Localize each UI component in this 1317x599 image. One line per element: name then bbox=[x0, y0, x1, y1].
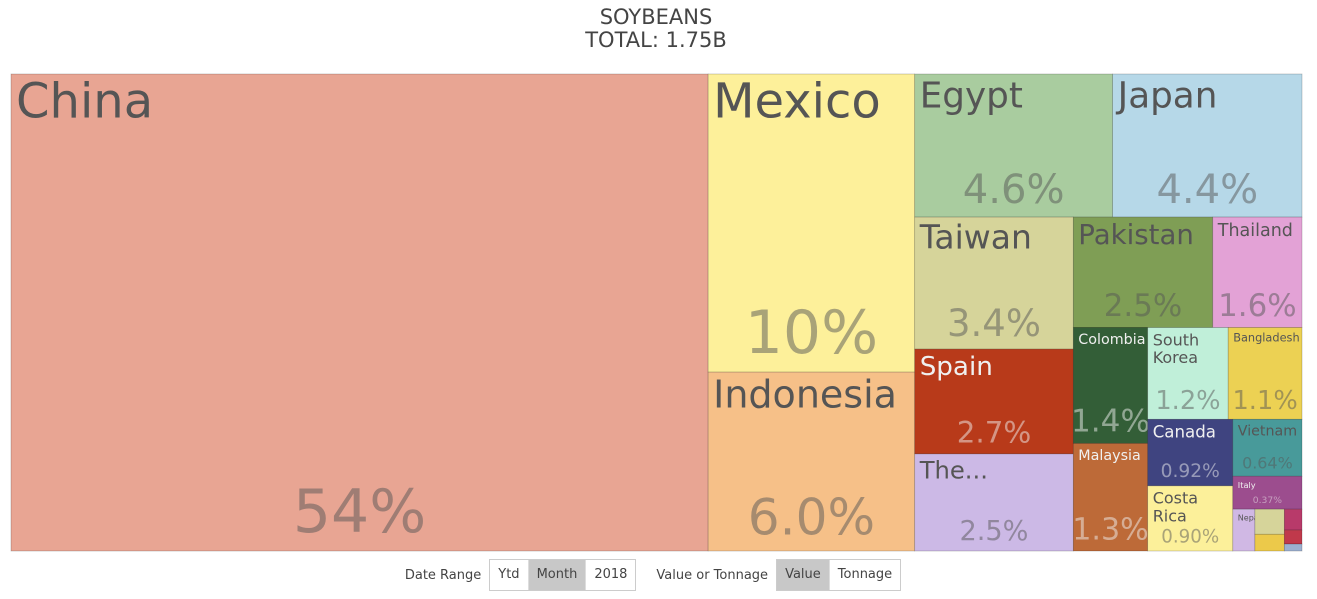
tile bbox=[1072, 443, 1149, 552]
tile-label: Malaysia bbox=[1078, 448, 1140, 464]
tile bbox=[1147, 327, 1229, 420]
tile bbox=[1283, 529, 1303, 545]
tile-label: Bangladesh bbox=[1233, 331, 1299, 345]
value-label: 1.2% bbox=[1155, 386, 1220, 416]
value-label: 3.4% bbox=[947, 302, 1041, 345]
tile bbox=[914, 348, 1074, 455]
tile bbox=[1254, 508, 1285, 535]
control-group: Date Range Ytd Month 2018 bbox=[405, 559, 637, 591]
toggle-button[interactable]: Ytd bbox=[490, 560, 529, 590]
tile bbox=[10, 73, 709, 552]
button-group: Value Tonnage bbox=[776, 559, 902, 591]
tile-label: Japan bbox=[1116, 76, 1218, 117]
chart-title: SOYBEANS bbox=[600, 5, 713, 29]
value-label: 4.4% bbox=[1156, 167, 1258, 213]
value-label: 2.5% bbox=[1104, 288, 1183, 324]
toggle-button[interactable]: Month bbox=[528, 560, 587, 590]
value-label: 4.6% bbox=[963, 167, 1065, 213]
tile bbox=[1254, 533, 1285, 552]
tile bbox=[1232, 475, 1303, 510]
tile-label: Canada bbox=[1153, 423, 1216, 442]
control-group: Value or Tonnage Value Tonnage bbox=[656, 559, 902, 591]
tile-label: Taiwan bbox=[919, 218, 1032, 257]
value-label: 54% bbox=[293, 477, 426, 547]
tile bbox=[707, 73, 916, 373]
value-label: 1.6% bbox=[1218, 288, 1297, 324]
tile bbox=[1112, 73, 1303, 218]
tile-label: Pakistan bbox=[1078, 218, 1194, 251]
value-label: 0.37% bbox=[1253, 495, 1282, 506]
tile-label: Indonesia bbox=[713, 373, 897, 417]
tile bbox=[1147, 485, 1234, 552]
value-label: 6.0% bbox=[748, 488, 875, 546]
value-label: 1.1% bbox=[1232, 386, 1297, 416]
value-label: 0.92% bbox=[1161, 461, 1220, 482]
tile-label: Thailand bbox=[1217, 221, 1293, 241]
tile-label: China bbox=[16, 73, 153, 129]
tile bbox=[707, 371, 916, 552]
tile bbox=[1227, 327, 1303, 420]
value-label: 2.7% bbox=[957, 416, 1032, 450]
tile bbox=[1283, 508, 1303, 531]
value-label: 2.5% bbox=[960, 516, 1029, 547]
value-label: 0.90% bbox=[1161, 526, 1219, 547]
tile-label: Vietnam bbox=[1238, 424, 1297, 440]
button-group: Ytd Month 2018 bbox=[489, 559, 637, 591]
chart-subtitle: TOTAL: 1.75B bbox=[584, 28, 727, 52]
value-label: 0.64% bbox=[1242, 453, 1293, 472]
toggle-button[interactable]: Tonnage bbox=[837, 567, 893, 582]
value-label: 10% bbox=[745, 298, 878, 368]
tile-label: Egypt bbox=[920, 76, 1023, 117]
tile bbox=[1212, 216, 1303, 328]
tile-label: Costa Rica bbox=[1153, 489, 1198, 526]
tile bbox=[914, 73, 1114, 218]
toggle-button[interactable]: 2018 bbox=[594, 567, 628, 582]
controls: Date Range Ytd Month 2018 Value or Tonnage Va… bbox=[0, 559, 1306, 591]
tile bbox=[1283, 543, 1303, 552]
control-label: Date Range bbox=[404, 567, 482, 583]
tile-label: Italy bbox=[1238, 480, 1256, 490]
control-label: Value or Tonnage bbox=[656, 567, 769, 583]
tile-label: Nepal bbox=[1238, 514, 1261, 523]
tile bbox=[914, 216, 1074, 350]
value-label: 1.3% bbox=[1072, 512, 1149, 547]
tile bbox=[1147, 418, 1234, 487]
value-label: 1.4% bbox=[1071, 404, 1150, 440]
tile-label: South Korea bbox=[1153, 330, 1200, 367]
tile-label: The... bbox=[919, 455, 988, 484]
tile-label: Mexico bbox=[713, 73, 881, 129]
tile bbox=[914, 453, 1074, 552]
toggle-button[interactable]: Value bbox=[777, 560, 830, 590]
treemap-chart: SOYBEANS TOTAL: 1.75B China 54% Mexico 10% I… bbox=[10, 5, 1303, 552]
tile-label: Colombia bbox=[1078, 332, 1145, 348]
tile-label: Spain bbox=[920, 352, 993, 382]
